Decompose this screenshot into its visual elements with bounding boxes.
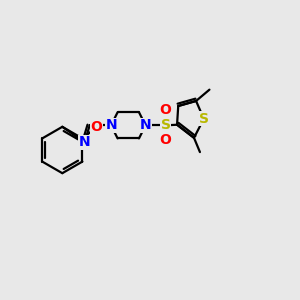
Text: N: N: [79, 135, 90, 149]
Text: O: O: [159, 133, 171, 147]
Text: S: S: [199, 112, 209, 126]
Text: O: O: [159, 103, 171, 118]
Text: S: S: [161, 118, 171, 132]
Text: N: N: [105, 118, 117, 132]
Text: O: O: [91, 120, 103, 134]
Text: N: N: [140, 118, 152, 132]
